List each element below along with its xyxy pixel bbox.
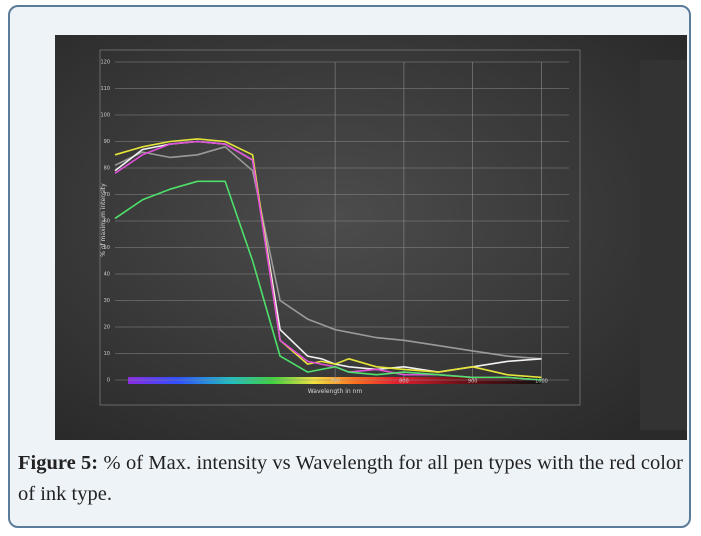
y-tick-label: 50	[104, 245, 110, 251]
y-tick-label: 120	[100, 60, 110, 66]
y-axis-label: % of maximum intensity	[100, 183, 107, 257]
y-tick-label: 30	[104, 298, 110, 304]
x-tick-label: 700	[330, 379, 340, 385]
y-tick-label: 70	[104, 192, 110, 198]
x-tick-label: 1000	[535, 379, 548, 385]
y-tick-label: 100	[100, 113, 110, 119]
side-panel	[640, 60, 687, 430]
figure-label: Figure 5:	[18, 452, 99, 474]
y-tick-label: 20	[104, 325, 110, 331]
x-tick-label: 900	[468, 379, 478, 385]
y-tick-label: 40	[104, 272, 110, 278]
x-axis-label: Wavelength in nm	[308, 388, 363, 395]
series-line	[114, 146, 542, 360]
y-tick-label: 10	[104, 351, 110, 357]
y-tick-label: 110	[100, 86, 110, 92]
caption-text: % of Max. intensity vs Wavelength for al…	[18, 452, 683, 505]
plot-frame	[99, 49, 581, 406]
series-line	[114, 138, 542, 379]
x-tick-label: 800	[399, 379, 409, 385]
series-line	[114, 180, 542, 381]
figure-caption: Figure 5: % of Max. intensity vs Wavelen…	[18, 448, 683, 510]
y-tick-label: 60	[104, 219, 110, 225]
y-tick-label: 90	[104, 139, 110, 145]
spectrum-bar	[128, 377, 541, 384]
y-tick-label: 0	[107, 378, 110, 384]
y-tick-label: 80	[104, 166, 110, 172]
photo-background	[55, 35, 687, 440]
